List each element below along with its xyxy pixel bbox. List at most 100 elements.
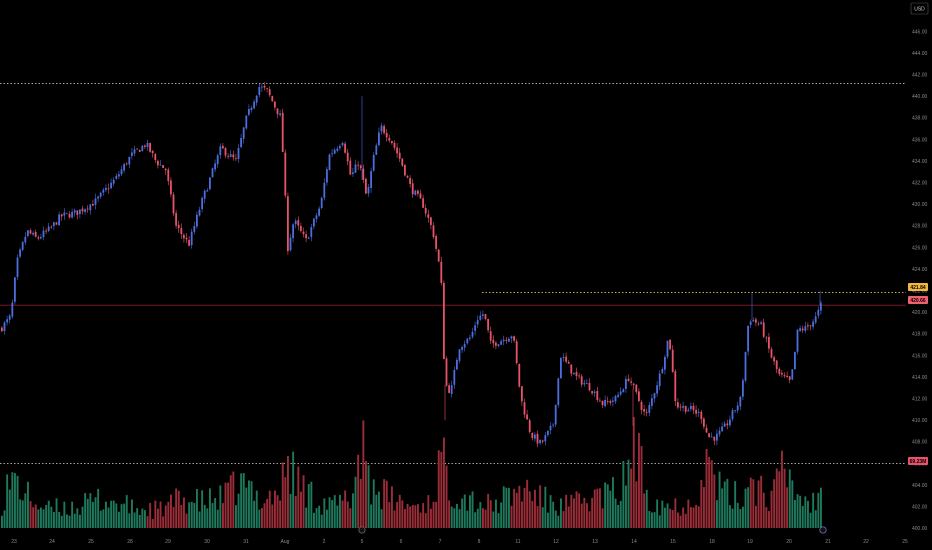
volume-bar — [427, 495, 430, 528]
volume-bar — [289, 493, 292, 528]
volume-bar — [297, 466, 300, 528]
time-axis[interactable]: 23 24 25 28 29 30 31 Aug 2 5 6 7 8 11 12 13 14 15 18 19 20 21… — [11, 539, 908, 545]
candle-body — [612, 400, 614, 402]
volume-bar — [310, 481, 313, 528]
volume-bar — [393, 510, 396, 528]
volume-bar — [164, 505, 167, 528]
time-tick-label: 23 — [11, 539, 17, 545]
price-tick-label: 424.00 — [912, 267, 928, 273]
candle-body — [547, 430, 549, 436]
candle-body — [274, 101, 276, 108]
candle-body — [105, 187, 107, 191]
volume-bar — [144, 510, 146, 528]
volume-bar — [120, 504, 123, 528]
candle-body — [669, 339, 671, 350]
candle-body — [271, 96, 274, 102]
candle-body — [617, 394, 619, 397]
candle-body — [471, 331, 474, 337]
volume-bar — [554, 510, 557, 528]
candle-body — [349, 160, 352, 175]
candle-body — [606, 400, 609, 402]
candle-body — [388, 137, 391, 141]
candle-body — [734, 410, 736, 412]
candle-body — [138, 149, 141, 152]
volume-bar — [242, 473, 245, 528]
volume-bar — [651, 512, 653, 528]
time-tick-label: 18 — [709, 539, 715, 545]
candle-body — [552, 424, 554, 426]
volume-bar — [3, 510, 6, 528]
time-tick-label: 2 — [323, 539, 326, 545]
candle-body — [570, 364, 573, 374]
candle-body — [609, 401, 612, 403]
candle-body — [539, 439, 541, 444]
volume-bar — [799, 495, 802, 528]
replay-marker-2[interactable] — [819, 526, 827, 534]
volume-bar — [547, 512, 549, 528]
volume-bar — [401, 500, 404, 528]
volume-bar — [669, 508, 672, 528]
currency-label[interactable]: USD — [910, 2, 929, 15]
candle-body — [791, 369, 794, 380]
volume-bar — [807, 500, 809, 528]
candle-body — [578, 375, 580, 377]
candle-body — [505, 339, 508, 341]
volume-bar — [596, 488, 599, 528]
candle-body — [352, 172, 354, 175]
volume-bar — [601, 508, 604, 528]
volume-bar — [682, 507, 685, 528]
candle-body — [141, 145, 144, 151]
candle-body — [42, 230, 45, 238]
candle-body — [302, 231, 305, 235]
volume-bar — [734, 481, 737, 528]
volume-bar — [760, 475, 763, 528]
candle-body — [482, 314, 484, 316]
volume-bar — [34, 504, 37, 528]
volume-bar — [159, 501, 162, 528]
volume-bar — [627, 459, 630, 528]
replay-marker-1[interactable] — [358, 526, 366, 534]
candle-body — [518, 363, 521, 387]
price-axis[interactable]: 446.00 444.00 442.00 440.00 438.00 436.00 434.… — [912, 29, 928, 532]
candle-body — [326, 169, 328, 183]
candle-body — [53, 222, 55, 227]
volume-bar — [622, 461, 625, 528]
candle-body — [331, 153, 333, 155]
volume-bar — [99, 510, 102, 528]
volume-bar — [388, 502, 391, 528]
volume-bar — [315, 508, 318, 528]
volume-bar — [643, 493, 646, 528]
candle-body — [643, 409, 645, 412]
volume-bar — [370, 504, 373, 528]
volume-bar — [443, 437, 445, 528]
candle-body — [198, 209, 201, 216]
candle-body — [476, 320, 479, 325]
volume-bar — [692, 507, 695, 528]
volume-bar — [458, 509, 461, 528]
candle-body — [21, 241, 24, 250]
volume-bar — [367, 465, 370, 528]
candle-body — [565, 356, 567, 362]
volume-bar — [786, 487, 789, 528]
volume-bar — [500, 502, 503, 528]
candle-body — [63, 212, 66, 216]
volume-bar — [172, 506, 175, 528]
volume-bar — [515, 492, 518, 528]
volume-bar — [635, 481, 638, 528]
candle-body — [778, 368, 781, 374]
candle-body — [289, 237, 292, 251]
volume-bar — [404, 509, 406, 528]
candle-body — [354, 164, 357, 173]
candle-body — [510, 336, 513, 339]
candle-body — [224, 148, 227, 156]
candle-body — [479, 315, 482, 320]
volume-bar — [346, 501, 349, 528]
candle-body — [89, 204, 92, 211]
candle-body — [544, 435, 547, 442]
volume-bar — [775, 468, 778, 528]
candle-body — [674, 371, 677, 402]
time-tick-label: 19 — [747, 539, 753, 545]
candle-body — [255, 95, 258, 103]
candle-body — [60, 214, 63, 217]
